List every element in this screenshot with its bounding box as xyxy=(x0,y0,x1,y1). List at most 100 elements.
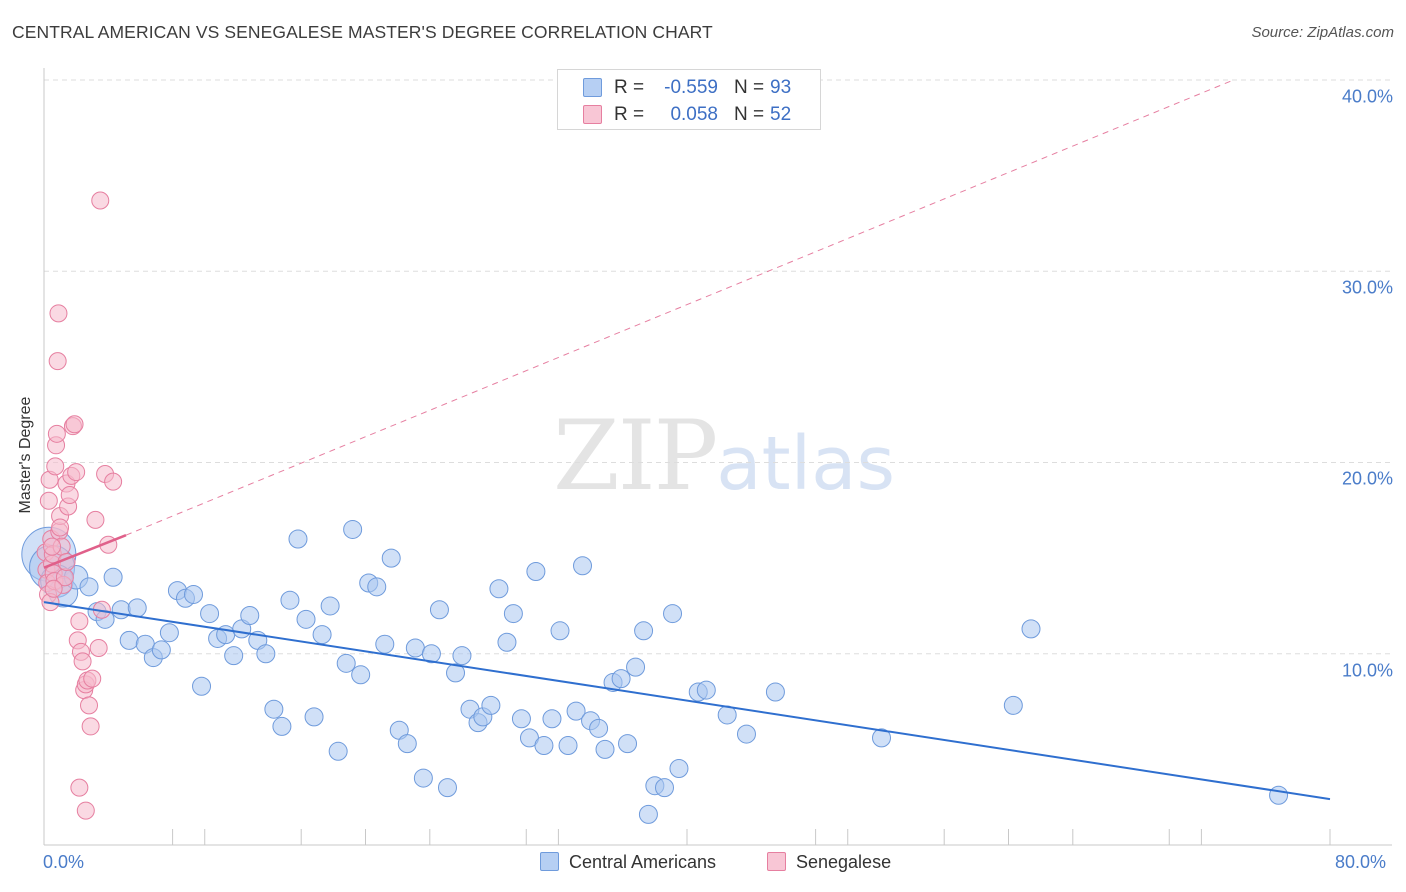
central-americans-point xyxy=(550,621,570,641)
senegalese-point xyxy=(83,669,102,688)
central-americans-point xyxy=(589,718,609,738)
bottom-legend-swatch-pink xyxy=(767,852,786,871)
bottom-legend-swatch-blue xyxy=(540,852,559,871)
central-americans-point xyxy=(573,556,593,576)
central-americans-point xyxy=(765,682,785,702)
y-tick-label-10: 10.0% xyxy=(1341,660,1393,681)
central-americans-point xyxy=(256,644,276,664)
central-americans-point xyxy=(489,579,509,599)
central-americans-point xyxy=(103,567,123,587)
bottom-legend-label-blue: Central Americans xyxy=(569,852,717,872)
chart-title: CENTRAL AMERICAN VS SENEGALESE MASTER'S … xyxy=(12,22,713,42)
central-americans-point xyxy=(127,598,147,618)
central-americans-point xyxy=(312,625,332,645)
senegalese-point xyxy=(60,486,79,505)
central-americans-point xyxy=(872,728,892,748)
central-americans-point xyxy=(351,665,371,685)
legend-n-value: 52 xyxy=(770,104,792,125)
central-americans-point xyxy=(111,600,131,620)
senegalese-point xyxy=(67,463,86,482)
senegalese-point xyxy=(48,352,67,371)
senegalese-point xyxy=(80,696,99,715)
central-americans-point xyxy=(288,529,308,549)
senegalese-point xyxy=(44,579,63,598)
central-americans-point xyxy=(511,709,531,729)
central-americans-point xyxy=(328,741,348,761)
legend-r-label: R = xyxy=(614,104,645,125)
senegalese-point xyxy=(91,191,110,210)
central-americans-point xyxy=(280,590,300,610)
central-americans-point xyxy=(452,646,472,666)
legend-r-value: 0.058 xyxy=(670,104,718,125)
x-tick-label-max: 80.0% xyxy=(1335,852,1387,872)
senegalese-point xyxy=(65,415,84,434)
senegalese-point xyxy=(86,510,105,529)
central-americans-point xyxy=(611,669,631,689)
central-americans-point xyxy=(119,630,139,650)
senegalese-point xyxy=(39,491,58,510)
central-americans-point xyxy=(595,739,615,759)
watermark-atlas: atlas xyxy=(716,421,896,507)
central-americans-point xyxy=(696,680,716,700)
central-americans-point xyxy=(421,644,441,664)
legend-swatch-pink xyxy=(583,105,602,124)
central-americans-point xyxy=(618,734,638,754)
senegalese-point xyxy=(104,472,123,491)
central-americans-point xyxy=(343,519,363,539)
central-americans-point xyxy=(183,584,203,604)
central-americans-point xyxy=(151,640,171,660)
central-americans-point xyxy=(654,778,674,798)
x-tick-label-min: 0.0% xyxy=(43,852,85,872)
legend-n-value: 93 xyxy=(770,77,792,98)
central-americans-point xyxy=(437,778,457,798)
central-americans-trend-line xyxy=(43,601,1331,801)
central-americans-point xyxy=(1021,619,1041,639)
bottom-legend-senegalese: Senegalese xyxy=(767,852,891,873)
senegalese-point xyxy=(70,778,89,797)
source-label: Source: ZipAtlas.com xyxy=(1251,24,1394,41)
senegalese-point xyxy=(51,518,70,537)
central-americans-point xyxy=(503,604,523,624)
central-americans-point xyxy=(192,676,212,696)
central-americans-point xyxy=(320,596,340,616)
central-americans-point xyxy=(79,577,99,597)
senegalese-point xyxy=(76,801,95,820)
central-americans-point xyxy=(336,653,356,673)
bottom-legend-label-pink: Senegalese xyxy=(796,852,892,872)
watermark: ZIPatlas xyxy=(553,400,895,512)
central-americans-point xyxy=(405,638,425,658)
legend-n-label: N = xyxy=(734,104,765,125)
senegalese-point xyxy=(47,424,66,443)
central-americans-point xyxy=(429,600,449,620)
senegalese-point xyxy=(73,652,92,671)
central-americans-point xyxy=(381,548,401,568)
y-tick-label-40: 40.0% xyxy=(1341,86,1393,107)
y-tick-label-20: 20.0% xyxy=(1341,468,1393,489)
central-americans-point xyxy=(481,695,501,715)
central-americans-point xyxy=(264,699,284,719)
central-americans-point xyxy=(304,707,324,727)
central-americans-point xyxy=(240,606,260,625)
senegalese-point xyxy=(49,304,68,323)
central-americans-point xyxy=(542,709,562,729)
central-americans-point xyxy=(1003,695,1023,715)
legend-n-label: N = xyxy=(734,77,765,98)
central-americans-point xyxy=(634,621,654,641)
central-americans-point xyxy=(296,609,316,629)
central-americans-point xyxy=(397,734,417,754)
central-americans-point xyxy=(497,632,517,652)
central-americans-point xyxy=(736,724,756,744)
central-americans-point xyxy=(200,604,220,624)
central-americans-point xyxy=(638,804,658,824)
central-americans-point xyxy=(534,736,554,756)
senegalese-point xyxy=(46,457,65,476)
central-americans-point xyxy=(272,716,292,736)
central-americans-point xyxy=(367,577,387,597)
central-americans-point xyxy=(663,604,683,624)
central-americans-point xyxy=(626,657,646,677)
senegalese-point xyxy=(89,639,108,658)
y-tick-label-30: 30.0% xyxy=(1341,277,1393,298)
senegalese-point xyxy=(70,612,89,631)
legend-swatch-blue xyxy=(583,78,602,97)
